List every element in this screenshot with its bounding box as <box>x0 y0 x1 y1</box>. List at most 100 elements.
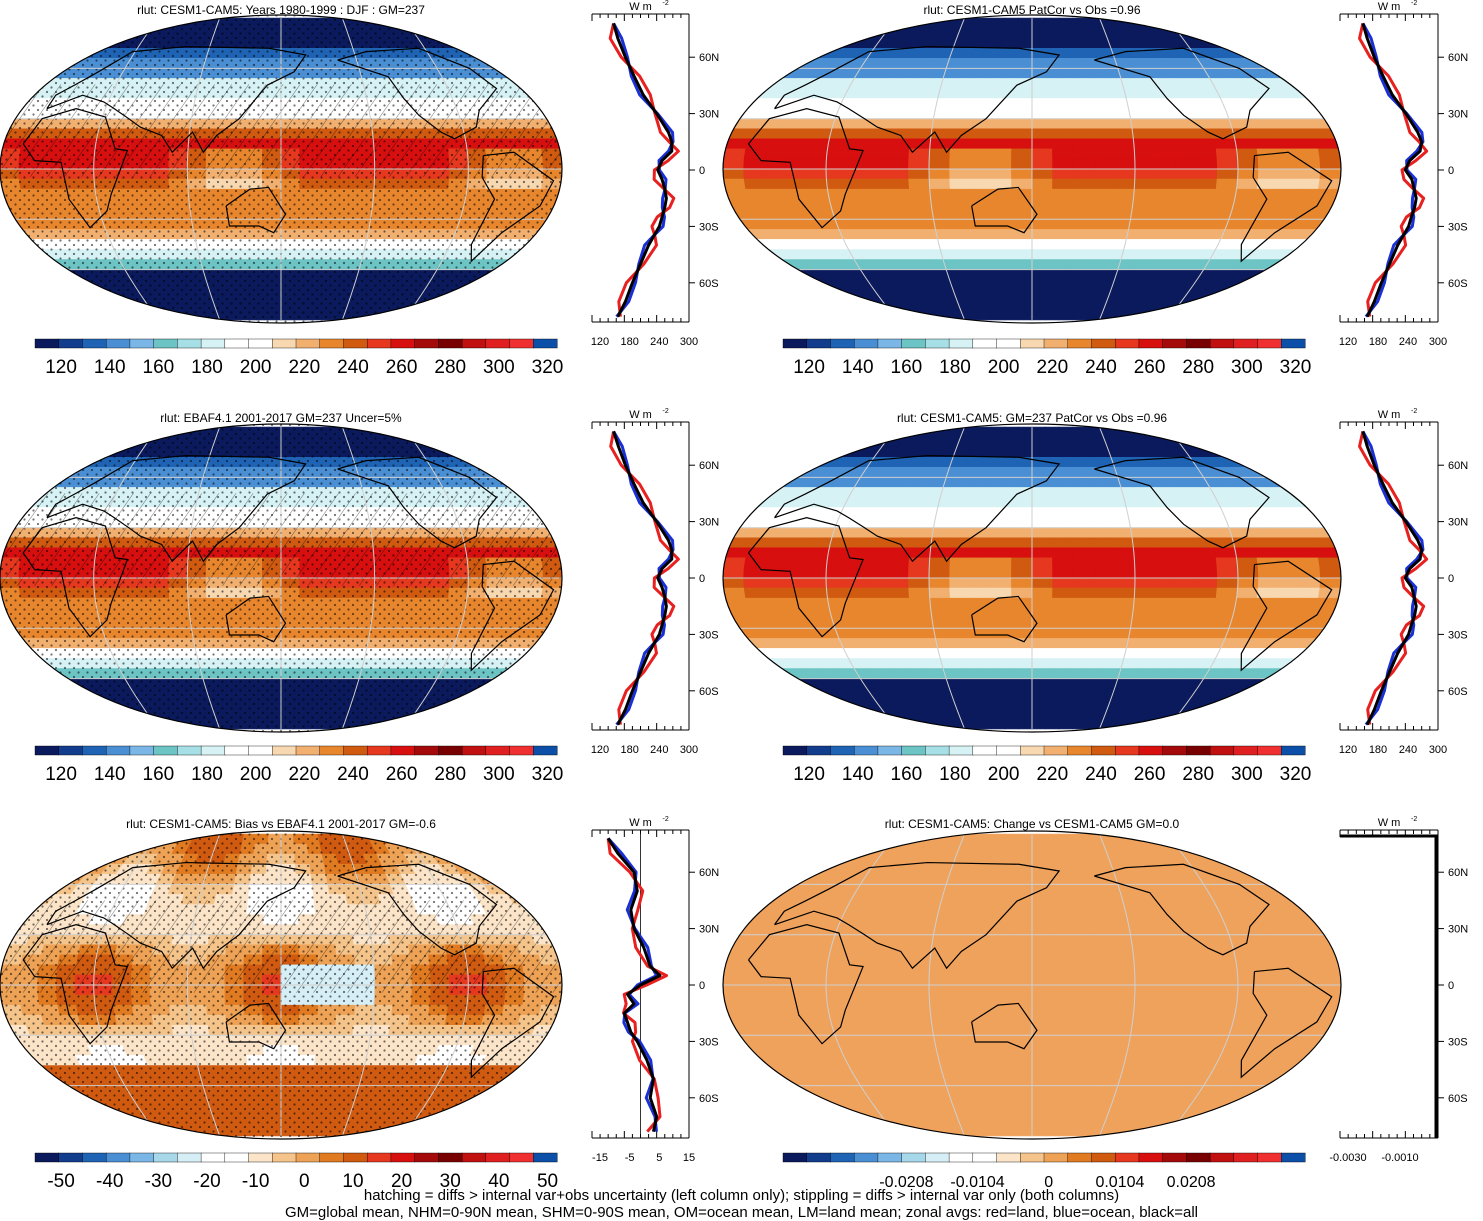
colorbar-swatch <box>105 338 131 349</box>
field-cell <box>1031 27 1048 39</box>
field-cell <box>1174 587 1197 599</box>
field-cell <box>866 158 889 170</box>
field-cell <box>908 158 930 170</box>
field-cell <box>794 446 822 458</box>
field-cell <box>1092 547 1115 559</box>
field-cell <box>888 309 912 321</box>
panel-title: rlut: CESM1-CAM5: Bias vs EBAF4.1 2001-2… <box>126 817 436 831</box>
field-cell <box>828 128 853 140</box>
field-cell <box>1252 279 1281 291</box>
field-cell <box>471 446 498 458</box>
field-cell <box>1169 617 1193 629</box>
field-cell <box>973 229 995 240</box>
field-cell <box>1171 198 1195 210</box>
field-cell <box>811 527 836 539</box>
field-cell <box>1195 557 1218 569</box>
colorbar-label: 260 <box>386 764 418 785</box>
field-cell <box>990 557 1012 569</box>
map-field <box>723 17 1341 321</box>
field-cell <box>908 168 930 180</box>
field-cell <box>1031 497 1052 508</box>
field-cell <box>55 279 81 291</box>
field-cell <box>972 628 994 639</box>
colorbar-swatch <box>248 338 273 349</box>
colorbar-swatch <box>58 1152 83 1163</box>
field-cell <box>46 874 72 885</box>
field-cell <box>1031 567 1053 579</box>
field-cell <box>415 1125 438 1137</box>
field-cell <box>1072 178 1094 190</box>
field-cell <box>1125 229 1149 240</box>
field-cell <box>1070 628 1092 639</box>
field-cell <box>1237 168 1259 180</box>
field-cell <box>1102 658 1125 669</box>
field-cell <box>930 198 953 210</box>
colorbar-swatch <box>806 745 831 756</box>
colorbar-swatch <box>224 1152 250 1163</box>
field-cell <box>969 168 992 180</box>
field-cell <box>79 853 104 865</box>
field-cell <box>88 436 113 448</box>
colorbar-swatch <box>901 745 926 756</box>
field-cell <box>1051 617 1073 629</box>
field-cell <box>46 1085 72 1096</box>
field-cell <box>1220 426 1248 438</box>
field-cell <box>1031 577 1053 589</box>
field-cell <box>854 219 878 230</box>
field-cell <box>846 178 869 190</box>
field-cell <box>1147 517 1171 528</box>
field-cell <box>1093 178 1115 190</box>
colorbar-swatch <box>509 745 534 756</box>
map-panel-4: rlut: CESM1-CAM5: GM=237 PatCor vs Obs =… <box>722 411 1342 733</box>
field-cell <box>1084 487 1106 498</box>
field-cell <box>806 188 830 200</box>
field-cell <box>784 158 807 170</box>
field-cell <box>1149 617 1173 629</box>
field-cell <box>1153 547 1176 559</box>
field-cell <box>1031 17 1047 29</box>
field-cell <box>1231 128 1256 140</box>
field-cell <box>481 456 507 468</box>
field-cell <box>1031 467 1050 478</box>
field-cell <box>1015 289 1033 301</box>
field-cell <box>1072 188 1094 200</box>
colorbar-swatch <box>1257 745 1282 756</box>
field-cell <box>1091 128 1114 140</box>
field-cell <box>1130 617 1153 629</box>
field-cell <box>1014 269 1033 280</box>
field-cell <box>1052 178 1074 190</box>
field-cell <box>1220 718 1248 730</box>
colorbar-swatch <box>129 1152 155 1163</box>
field-cell <box>1031 597 1053 609</box>
field-cell <box>1214 547 1237 559</box>
field-cell <box>1031 698 1049 710</box>
field-cell <box>723 178 747 190</box>
field-cell <box>1011 138 1033 150</box>
field-cell <box>1013 68 1033 79</box>
field-cell <box>993 88 1014 99</box>
field-cell <box>1091 607 1114 619</box>
coastline <box>774 45 1061 154</box>
field-cell <box>1065 259 1086 270</box>
colorbar-swatch <box>901 338 926 349</box>
field-cell <box>1031 547 1053 559</box>
colorbar-swatch <box>533 1152 558 1163</box>
field-cell <box>88 843 113 855</box>
field-cell <box>403 833 425 845</box>
field-cell <box>427 309 451 321</box>
field-cell <box>1088 98 1110 109</box>
field-cell <box>1147 108 1171 119</box>
field-cell <box>990 178 1012 190</box>
field-cell <box>1216 567 1239 579</box>
colorbar-swatch <box>200 338 226 349</box>
field-cell <box>1108 628 1131 639</box>
field-cell <box>74 27 100 39</box>
field-cell <box>427 718 451 730</box>
field-cell <box>764 557 787 569</box>
field-cell <box>868 547 891 559</box>
field-cell <box>85 833 110 845</box>
field-cell <box>763 168 786 180</box>
field-cell <box>929 138 952 150</box>
field-cell <box>458 1105 483 1117</box>
